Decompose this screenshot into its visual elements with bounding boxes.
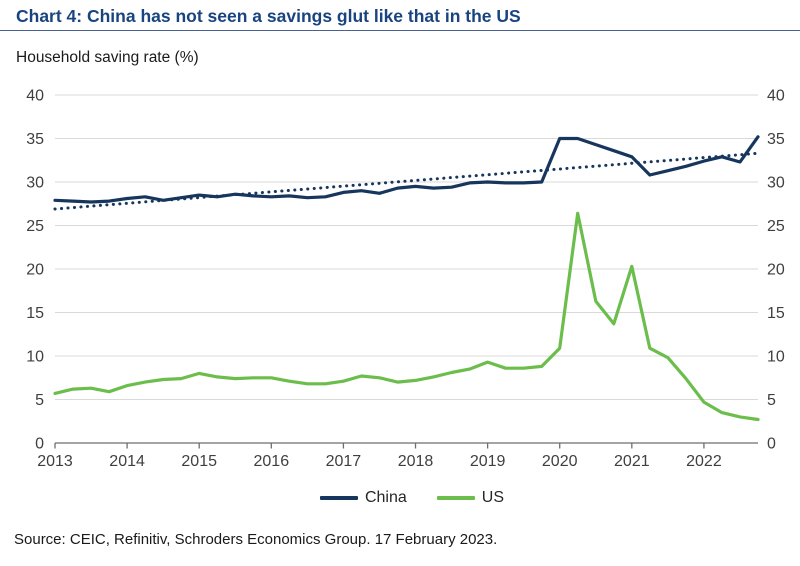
legend-label-us: US	[481, 489, 505, 506]
svg-text:2016: 2016	[254, 453, 290, 470]
svg-text:20: 20	[26, 262, 44, 279]
svg-text:0: 0	[767, 436, 776, 453]
source-note: Source: CEIC, Refinitiv, Schroders Econo…	[14, 531, 498, 548]
svg-text:5: 5	[35, 392, 44, 409]
legend-item-us: US	[436, 489, 505, 507]
svg-text:15: 15	[26, 305, 44, 322]
svg-text:2020: 2020	[542, 453, 578, 470]
svg-text:30: 30	[26, 175, 44, 192]
svg-text:2018: 2018	[398, 453, 434, 470]
legend-label-china: China	[364, 489, 407, 506]
svg-text:5: 5	[767, 392, 776, 409]
svg-text:10: 10	[26, 349, 44, 366]
svg-text:2021: 2021	[614, 453, 650, 470]
svg-text:25: 25	[26, 218, 44, 235]
svg-text:25: 25	[767, 218, 785, 235]
svg-text:35: 35	[26, 131, 44, 148]
svg-text:10: 10	[767, 349, 785, 366]
chart-legend: China US	[0, 489, 800, 507]
svg-text:30: 30	[767, 175, 785, 192]
svg-text:2017: 2017	[326, 453, 362, 470]
svg-text:2015: 2015	[181, 453, 217, 470]
svg-text:40: 40	[26, 88, 44, 105]
svg-text:15: 15	[767, 305, 785, 322]
svg-text:35: 35	[767, 131, 785, 148]
title-underline-rule	[0, 30, 800, 31]
svg-text:0: 0	[35, 436, 44, 453]
us-line-swatch	[436, 496, 475, 500]
svg-text:20: 20	[767, 262, 785, 279]
svg-text:2014: 2014	[109, 453, 145, 470]
chart-title: Chart 4: China has not seen a savings gl…	[16, 6, 521, 26]
legend-item-china: China	[319, 489, 407, 507]
svg-text:2022: 2022	[686, 453, 722, 470]
svg-text:2019: 2019	[470, 453, 506, 470]
chart-subtitle: Household saving rate (%)	[16, 49, 199, 66]
svg-text:40: 40	[767, 88, 785, 105]
china-line-swatch	[319, 496, 358, 500]
svg-text:2013: 2013	[37, 453, 73, 470]
